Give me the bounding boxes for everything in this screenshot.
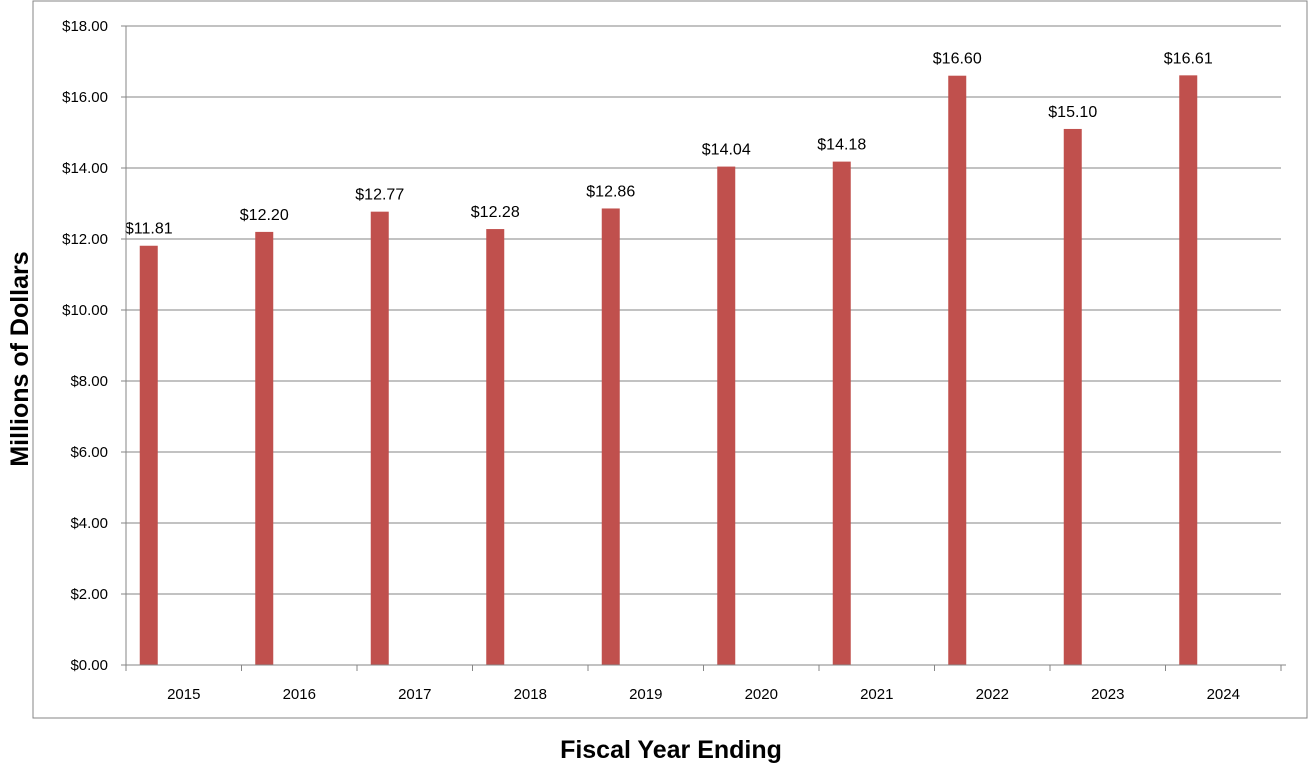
y-tick-label: $12.00 <box>62 231 108 248</box>
x-tick-label-2019: 2019 <box>629 686 662 703</box>
x-tick-label-2016: 2016 <box>283 686 316 703</box>
bar-2017 <box>370 211 389 666</box>
gridlines <box>126 25 1281 595</box>
bar-2019 <box>601 208 620 665</box>
chart-area-border <box>32 0 1308 719</box>
bar-2023 <box>1063 128 1082 665</box>
x-axis-tick-labels: 2015 2016 2017 2018 2019 2020 2021 2022 2023 2024 <box>125 665 1282 703</box>
data-label-2015: $11.81 <box>125 221 173 238</box>
data-labels: $11.81 $12.20 $12.77 $12.28 $12.86 $14.04 $14.… <box>125 50 1213 237</box>
y-tick-label: $18.00 <box>62 18 108 35</box>
data-label-2022: $16.60 <box>933 51 982 68</box>
data-label-2021: $14.18 <box>817 137 866 154</box>
data-label-2019: $12.86 <box>586 183 635 200</box>
data-label-2018: $12.28 <box>471 204 520 221</box>
y-tick-label: $14.00 <box>62 160 108 177</box>
x-axis-title: Fiscal Year Ending <box>560 736 782 764</box>
x-tick-label-2023: 2023 <box>1091 686 1124 703</box>
data-label-2024: $16.61 <box>1164 50 1213 67</box>
x-tick-label-2018: 2018 <box>514 686 547 703</box>
y-axis-title: Millions of Dollars <box>6 251 34 466</box>
data-label-2020: $14.04 <box>702 142 751 159</box>
bar-2016 <box>255 231 274 665</box>
y-tick-label: $8.00 <box>70 373 108 390</box>
x-tick-label-2021: 2021 <box>860 686 893 703</box>
x-tick-label-2020: 2020 <box>745 686 778 703</box>
y-axis-tick-labels: $0.00 $2.00 $4.00 $6.00 $8.00 $10.00 $12.00 $14… <box>62 18 126 674</box>
bar-2018 <box>486 229 505 665</box>
bar-2024 <box>1179 75 1198 666</box>
y-tick-label: $10.00 <box>62 302 108 319</box>
data-label-2023: $15.10 <box>1048 104 1097 121</box>
x-tick-label-2024: 2024 <box>1207 686 1240 703</box>
y-tick-label: $16.00 <box>62 89 108 106</box>
x-tick-label-2022: 2022 <box>976 686 1009 703</box>
y-tick-label: $0.00 <box>70 657 108 674</box>
x-tick-label-2015: 2015 <box>167 686 200 703</box>
bar-2020 <box>717 166 736 665</box>
bar-2021 <box>832 161 851 666</box>
bar-2022 <box>948 75 967 665</box>
bar-2015 <box>139 245 158 665</box>
data-label-2016: $12.20 <box>240 207 289 224</box>
y-tick-label: $4.00 <box>70 515 108 532</box>
data-label-2017: $12.77 <box>355 187 404 204</box>
x-tick-label-2017: 2017 <box>398 686 431 703</box>
y-tick-label: $2.00 <box>70 586 108 603</box>
y-tick-label: $6.00 <box>70 444 108 461</box>
bars <box>139 75 1198 666</box>
